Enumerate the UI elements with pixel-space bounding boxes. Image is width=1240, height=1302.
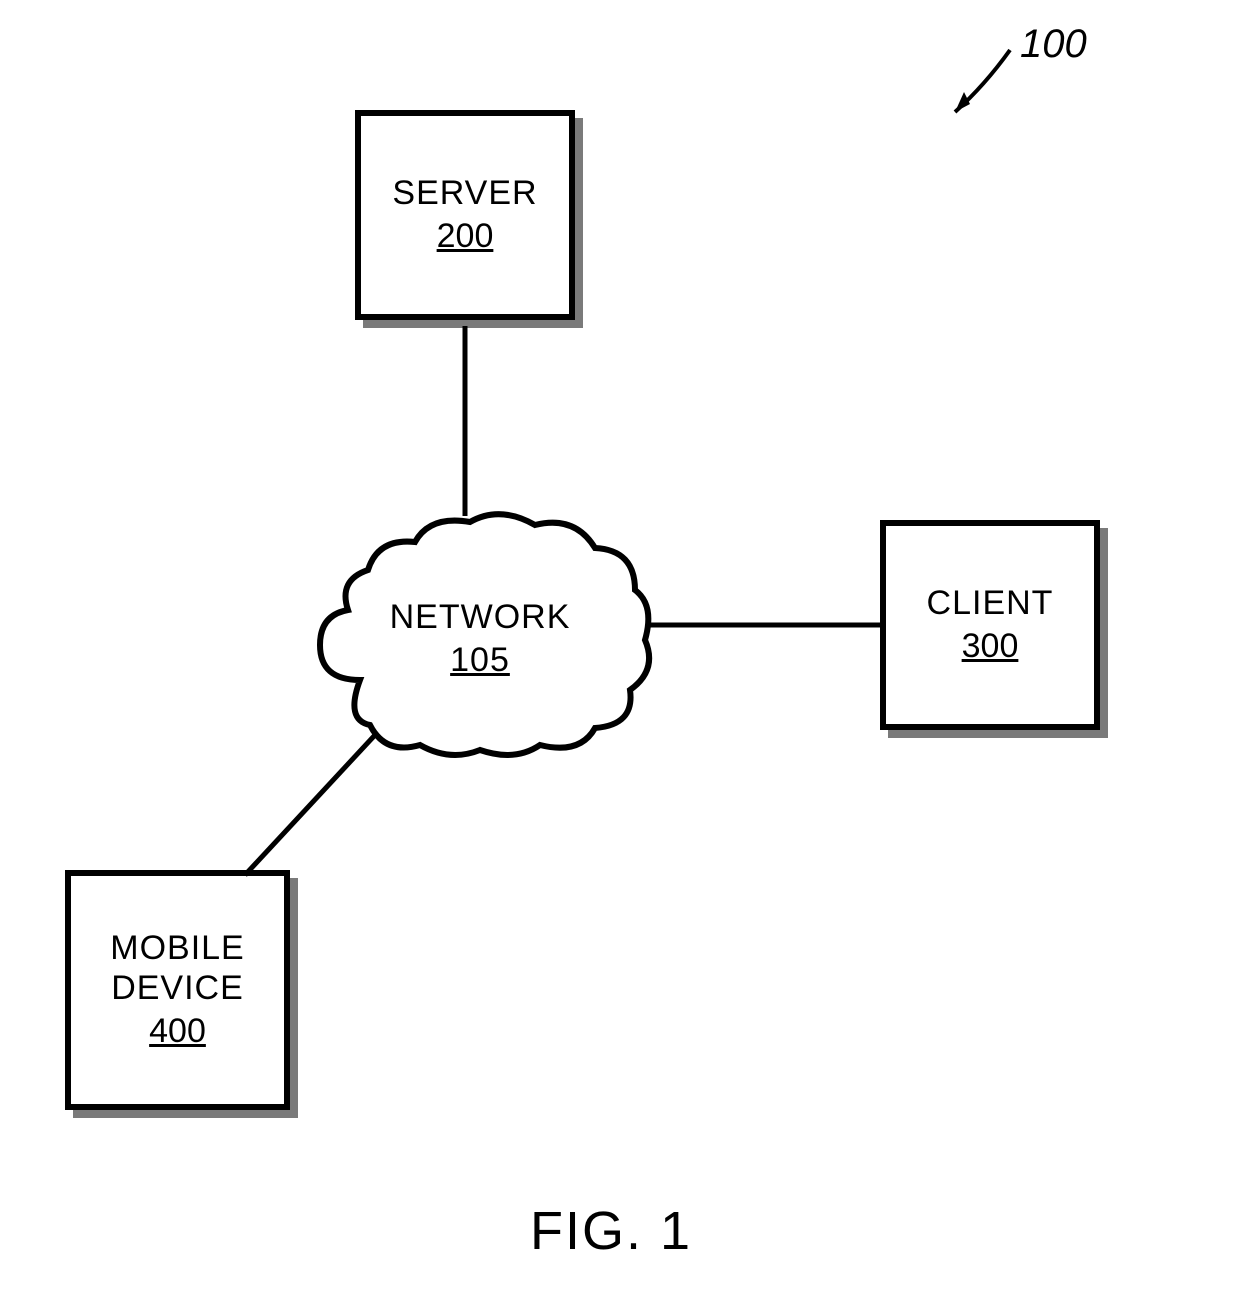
mobile-device-ref: 400 (149, 1012, 206, 1051)
network-label-wrap: NETWORK 105 (300, 598, 660, 680)
network-ref: 105 (300, 641, 660, 680)
figure-caption: FIG. 1 (530, 1200, 692, 1262)
client-node: CLIENT 300 (880, 520, 1100, 730)
client-ref: 300 (962, 627, 1019, 666)
mobile-device-label-1: MOBILE (110, 929, 244, 968)
server-label: SERVER (392, 174, 537, 213)
edge-network-client (646, 620, 884, 630)
callout-arrow (930, 30, 1040, 140)
network-label: NETWORK (390, 598, 571, 636)
mobile-device-label-2: DEVICE (111, 969, 244, 1008)
client-label: CLIENT (927, 584, 1054, 623)
edge-network-mobile (240, 730, 380, 880)
edge-server-network (460, 326, 470, 516)
server-ref: 200 (437, 217, 494, 256)
mobile-device-node: MOBILE DEVICE 400 (65, 870, 290, 1110)
diagram-canvas: 100 SERVER 200 CLIENT 300 MOBILE DEVICE … (0, 0, 1240, 1302)
server-node: SERVER 200 (355, 110, 575, 320)
